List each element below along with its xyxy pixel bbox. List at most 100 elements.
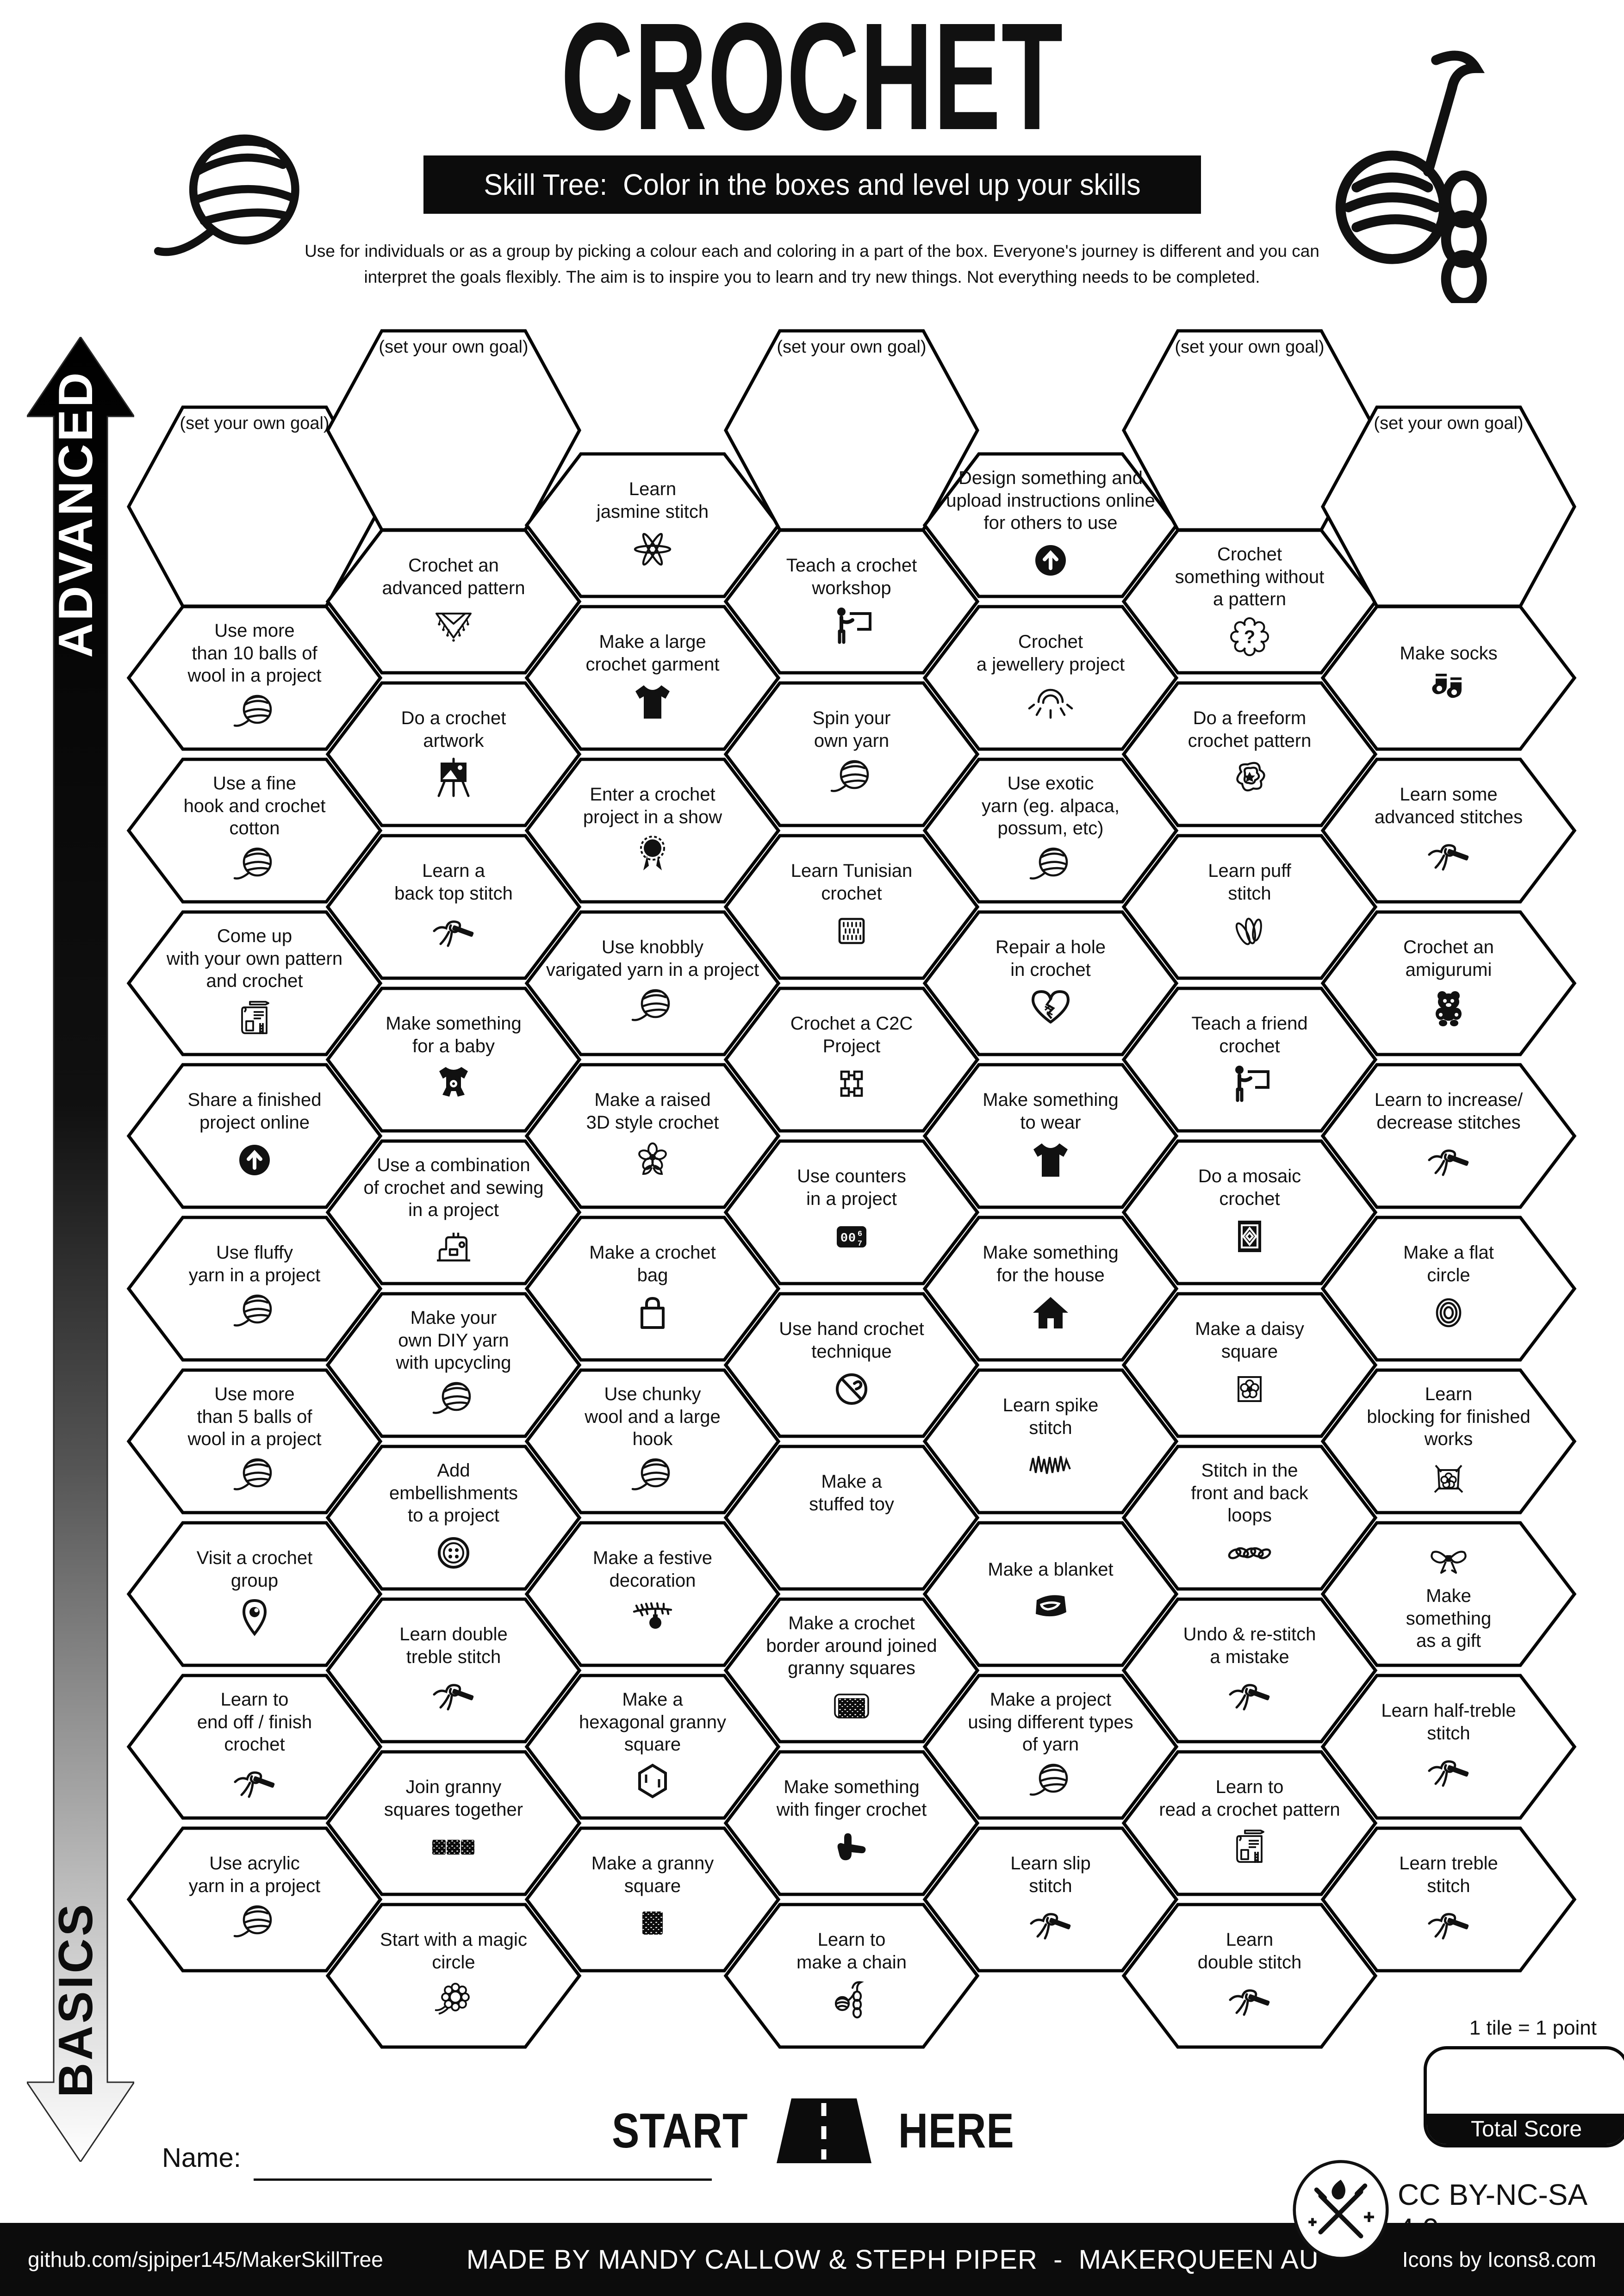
socks-icon xyxy=(1425,667,1472,714)
hex-tile[interactable]: Crochet something without a pattern xyxy=(1121,528,1378,675)
hex-tile[interactable]: Join granny squares together xyxy=(325,1750,582,1896)
hex-tile[interactable]: Use more than 10 balls of wool in a projec… xyxy=(126,605,383,751)
hex-tile[interactable]: Do a crochet artwork xyxy=(325,681,582,827)
flower3d-icon xyxy=(629,1137,676,1183)
hex-tile[interactable]: Make a flat circle xyxy=(1320,1216,1577,1362)
hex-tile[interactable]: Add embellishments to a project xyxy=(325,1445,582,1591)
hex-tile[interactable]: Use a fine hook and crochet cotton xyxy=(126,757,383,904)
hex-tile[interactable]: Make a blanket xyxy=(922,1521,1179,1667)
hex-outline xyxy=(723,1292,980,1438)
pin-icon xyxy=(231,1595,278,1641)
hex-tile[interactable]: Make something to wear xyxy=(922,1063,1179,1209)
hex-label: Make something as a gift xyxy=(1406,1585,1492,1651)
hex-tile[interactable]: Make a crochet border around joined granny… xyxy=(723,1597,980,1744)
hex-tile[interactable]: Use exotic yarn (eg. alpaca, possum, etc) xyxy=(922,757,1179,904)
hex-tile[interactable]: Use counters in a project xyxy=(723,1139,980,1285)
hex-tile[interactable]: Undo & re-stitch a mistake xyxy=(1121,1597,1378,1744)
yarn-icon xyxy=(231,843,278,889)
hex-tile[interactable]: Make your own DIY yarn with upcycling xyxy=(325,1292,582,1438)
hex-tile[interactable]: Learn some advanced stitches xyxy=(1320,757,1577,904)
hex-tile[interactable]: Make something for a baby xyxy=(325,987,582,1133)
hex-tile[interactable]: Start with a magic circle xyxy=(325,1903,582,2049)
hex-outline xyxy=(524,1521,781,1667)
hex-tile[interactable]: Make socks xyxy=(1320,605,1577,751)
hex-tile[interactable]: Crochet an advanced pattern xyxy=(325,528,582,675)
hex-tile[interactable]: Learn double stitch xyxy=(1121,1903,1378,2049)
hex-tile[interactable]: Learn blocking for finished works xyxy=(1320,1368,1577,1514)
total-score-box[interactable]: Total Score xyxy=(1424,2046,1624,2147)
hex-tile[interactable]: Use a combination of crochet and sewing in… xyxy=(325,1139,582,1285)
hex-tile[interactable]: Enter a crochet project in a show xyxy=(524,757,781,904)
hex-tile[interactable]: Teach a crochet workshop xyxy=(723,528,980,675)
hex-tile[interactable]: Learn half-treble stitch xyxy=(1320,1674,1577,1820)
tshirt-icon xyxy=(629,679,676,725)
hex-tile[interactable]: Learn to increase/decrease stitches xyxy=(1320,1063,1577,1209)
hex-outline xyxy=(1121,681,1378,827)
github-link[interactable]: github.com/sjpiper145/MakerSkillTree xyxy=(28,2247,383,2271)
hex-tile[interactable]: Make a daisy square xyxy=(1121,1292,1378,1438)
hook-icon xyxy=(231,1759,278,1805)
hex-tile[interactable]: Stitch in the front and back loops xyxy=(1121,1445,1378,1591)
hex-outline xyxy=(1121,1750,1378,1896)
hex-tile[interactable]: Make something as a gift xyxy=(1320,1521,1577,1667)
hex-tile[interactable]: Come up with your own pattern and crochet xyxy=(126,910,383,1056)
hex-tile[interactable]: Make something with finger crochet xyxy=(723,1750,980,1896)
hex-label: Do a crochet artwork xyxy=(401,708,506,751)
hex-tile[interactable]: Make a festive decoration xyxy=(524,1521,781,1667)
icons-credit[interactable]: Icons by Icons8.com xyxy=(1402,2247,1596,2271)
hex-tile[interactable]: Learn to read a crochet pattern xyxy=(1121,1750,1378,1896)
easel-icon xyxy=(430,755,477,801)
basics-label: BASICS xyxy=(49,1902,103,2097)
hex-tile[interactable]: Use knobbly varigated yarn in a project xyxy=(524,910,781,1056)
hex-tile[interactable]: Make a project using different types of ya… xyxy=(922,1674,1179,1820)
hex-tile[interactable]: Crochet a C2C Project xyxy=(723,987,980,1133)
hex-tile[interactable]: Use more than 5 balls of wool in a project xyxy=(126,1368,383,1514)
hex-tile[interactable]: Make a raised 3D style crochet xyxy=(524,1063,781,1209)
hex-tile[interactable]: Repair a hole in crochet xyxy=(922,910,1179,1056)
hex-tile[interactable]: Learn to make a chain xyxy=(723,1903,980,2049)
hex-tile[interactable]: Use acrylic yarn in a project xyxy=(126,1826,383,1973)
hex-outline xyxy=(1320,910,1577,1056)
hex-tile[interactable]: (set your own goal) xyxy=(1321,405,1576,608)
hex-tile[interactable]: Do a freeform crochet pattern xyxy=(1121,681,1378,827)
hex-tile[interactable]: Design something and upload instructions … xyxy=(922,452,1179,598)
hex-tile[interactable]: Make a granny square xyxy=(524,1826,781,1973)
hex-tile[interactable]: Crochet an amigurumi xyxy=(1320,910,1577,1056)
hex-tile[interactable]: Learn jasmine stitch xyxy=(524,452,781,598)
start-here-marker: START HERE xyxy=(0,2098,1624,2163)
hex-tile[interactable]: (set your own goal) xyxy=(724,329,979,532)
hex-tile[interactable]: Learn spike stitch xyxy=(922,1368,1179,1514)
hex-tile[interactable]: (set your own goal) xyxy=(326,329,581,532)
hex-tile[interactable]: Learn puff stitch xyxy=(1121,834,1378,980)
hook-icon xyxy=(1425,1900,1472,1947)
hex-tile[interactable]: Make a stuffed toy xyxy=(723,1445,980,1591)
hex-outline xyxy=(723,1750,980,1896)
hex-tile[interactable]: Make a hexagonal granny square xyxy=(524,1674,781,1820)
start-label: START xyxy=(611,2103,748,2158)
hex-tile[interactable]: Use fluffy yarn in a project xyxy=(126,1216,383,1362)
hex-tile[interactable]: Learn a back top stitch xyxy=(325,834,582,980)
hex-tile[interactable]: Learn double treble stitch xyxy=(325,1597,582,1744)
hex-tile[interactable]: Visit a crochet group xyxy=(126,1521,383,1667)
hex-tile[interactable]: Make something for the house xyxy=(922,1216,1179,1362)
name-input-line[interactable] xyxy=(254,2178,712,2181)
hex-tile[interactable]: Do a mosaic crochet xyxy=(1121,1139,1378,1285)
hex-tile[interactable]: Crochet a jewellery project xyxy=(922,605,1179,751)
hex-tile[interactable]: Learn treble stitch xyxy=(1320,1826,1577,1973)
hex-tile[interactable]: (set your own goal) xyxy=(1122,329,1377,532)
hex-label: Learn to make a chain xyxy=(796,1930,907,1973)
hex-outline xyxy=(1121,1139,1378,1285)
hex-tile[interactable]: Learn to end off / finish crochet xyxy=(126,1674,383,1820)
hex-outline xyxy=(723,1903,980,2049)
hex-outline xyxy=(325,987,582,1133)
hex-tile[interactable]: Make a large crochet garment xyxy=(524,605,781,751)
hex-tile[interactable]: Share a finished project online xyxy=(126,1063,383,1209)
hex-tile[interactable]: Use hand crochet technique xyxy=(723,1292,980,1438)
hex-tile[interactable]: Learn Tunisian crochet xyxy=(723,834,980,980)
hex-tile[interactable]: Learn slip stitch xyxy=(922,1826,1179,1973)
hex-tile[interactable]: Make a crochet bag xyxy=(524,1216,781,1362)
hex-tile[interactable]: Teach a friend crochet xyxy=(1121,987,1378,1133)
hex-tile[interactable]: Spin your own yarn xyxy=(723,681,980,827)
hex-tile[interactable]: Use chunky wool and a large hook xyxy=(524,1368,781,1514)
